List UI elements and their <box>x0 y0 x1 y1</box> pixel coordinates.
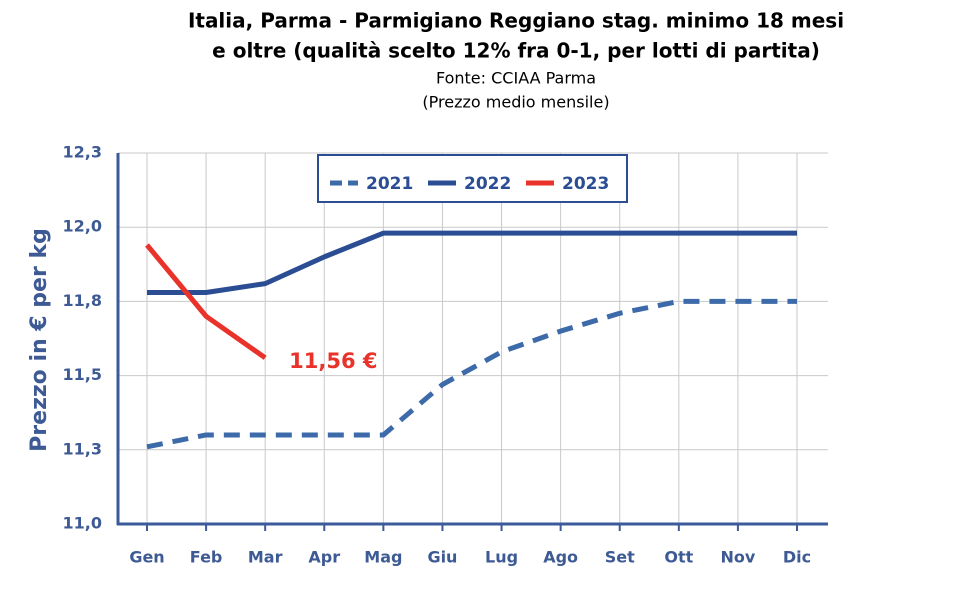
x-tick-label: Nov <box>721 548 756 567</box>
y-axis-label: Prezzo in € per kg <box>27 228 52 452</box>
x-tick-label: Mar <box>248 548 283 567</box>
legend-label: 2023 <box>562 174 609 194</box>
line-series <box>145 243 267 360</box>
x-tick-label: Lug <box>485 548 518 567</box>
legend-label: 2022 <box>464 174 511 194</box>
chart-subtitle: (Prezzo medio mensile) <box>422 93 609 112</box>
y-tick-label: 11,0 <box>63 514 102 533</box>
y-tick-label: 12,0 <box>63 217 102 236</box>
y-tick-label: 11,3 <box>63 439 102 458</box>
line-series <box>147 230 797 295</box>
x-tick-label: Mag <box>364 548 402 567</box>
x-tick-label: Ago <box>543 548 578 567</box>
chart-title: Italia, Parma - Parmigiano Reggiano stag… <box>188 9 844 33</box>
x-tick-label: Feb <box>190 548 223 567</box>
y-tick-label: 11,8 <box>63 291 102 310</box>
x-tick-label: Apr <box>308 548 340 567</box>
x-tick-label: Gen <box>129 548 164 567</box>
chart-title: e oltre (qualità scelto 12% fra 0-1, per… <box>212 39 820 63</box>
x-tick-label: Set <box>605 548 635 567</box>
legend-box <box>317 154 628 203</box>
y-tick-label: 11,5 <box>63 365 102 384</box>
line-series <box>146 298 797 450</box>
chart-subtitle: Fonte: CCIAA Parma <box>436 69 596 88</box>
x-tick-label: Dic <box>783 548 811 567</box>
data-label: 11,56 € <box>289 349 377 373</box>
y-tick-label: 12,3 <box>63 143 102 162</box>
legend-label: 2021 <box>366 174 413 194</box>
x-tick-label: Ott <box>664 548 693 567</box>
x-tick-label: Giu <box>427 548 457 567</box>
